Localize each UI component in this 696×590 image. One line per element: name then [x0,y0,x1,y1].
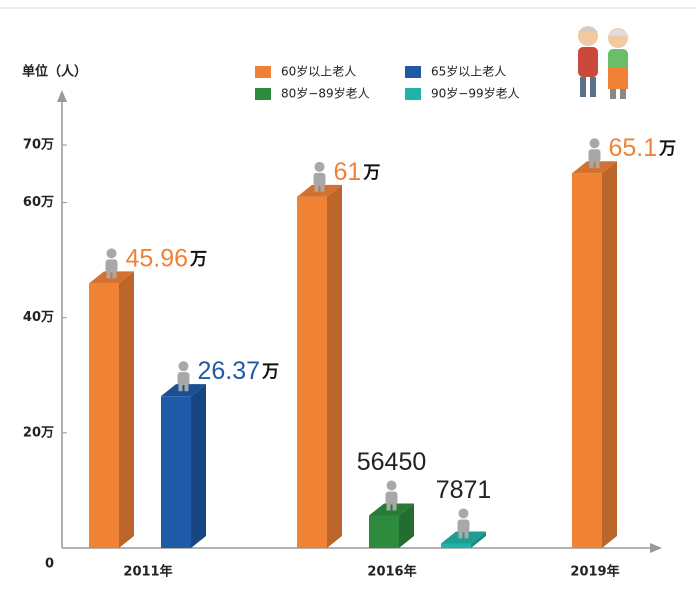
bar [572,173,602,548]
y-tick-label: 0 [45,557,54,572]
icon-head [107,248,117,258]
value-unit: 万 [362,163,380,183]
icon-head [459,508,469,518]
y-axis-arrow [57,90,67,102]
bar-side [191,384,206,548]
value-number: 26.37 [198,357,261,385]
icon-leg [113,271,117,278]
icon-head [387,481,397,491]
icon-body [178,372,190,385]
legend-swatch [255,88,271,100]
legend-label: 60岁以上老人 [281,64,356,79]
bar [369,516,399,548]
bar [161,396,191,548]
icon-leg [185,384,189,391]
icon-leg [596,161,600,168]
y-tick-label: 70万 [23,138,54,153]
bar [297,197,327,548]
x-axis-arrow [650,543,662,553]
bar [441,543,471,548]
icon-body [589,149,601,162]
value-unit: 万 [261,362,279,382]
bar-side [119,271,134,548]
icon-head [590,138,600,148]
y-tick-label: 60万 [23,195,54,210]
icon-leg [321,185,325,192]
icon-body [458,519,470,532]
icon-leg [107,271,111,278]
value-label: 56450 [357,448,427,476]
icon-body [106,259,118,272]
legend-swatch [405,66,421,78]
value-number: 61 [334,157,362,185]
icon-head [315,162,325,172]
icon-body [314,173,326,186]
value-number: 65.1 [609,134,658,162]
value-unit: 万 [658,139,676,159]
bar [89,283,119,548]
value-number: 45.96 [126,244,189,272]
y-tick-label: 20万 [23,425,54,440]
value-unit: 万 [189,249,207,269]
couple-icon [578,26,629,99]
icon-leg [393,504,397,511]
bar-side [602,161,617,548]
value-label: 7871 [436,476,492,504]
icon-leg [179,384,183,391]
icon-leg [387,504,391,511]
icon-leg [590,161,594,168]
x-tick-label: 2011年 [123,564,172,580]
icon-leg [465,531,469,538]
bar-side [327,185,342,548]
y-tick-label: 40万 [23,310,54,325]
x-tick-label: 2016年 [367,564,416,580]
y-axis-label: 单位（人） [22,64,87,80]
chart: 单位（人） 0 20万 40万 60万 70万 60岁以上老人 65岁以上老人 80岁−89岁… [0,0,696,590]
x-tick-label: 2019年 [570,564,619,580]
legend-label: 90岁−99岁老人 [431,86,520,101]
icon-leg [315,185,319,192]
legend-label: 80岁−89岁老人 [281,86,370,101]
icon-head [179,361,189,371]
icon-leg [459,531,463,538]
icon-body [386,492,398,505]
legend-label: 65岁以上老人 [431,64,506,79]
legend-swatch [255,66,271,78]
legend-swatch [405,88,421,100]
